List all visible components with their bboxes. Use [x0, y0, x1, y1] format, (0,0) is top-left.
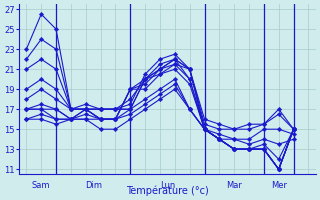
Text: Mer: Mer	[271, 181, 287, 190]
X-axis label: Température (°c): Température (°c)	[126, 185, 209, 196]
Text: Sam: Sam	[32, 181, 51, 190]
Text: Dim: Dim	[85, 181, 102, 190]
Text: Lun: Lun	[160, 181, 175, 190]
Text: Mar: Mar	[226, 181, 242, 190]
